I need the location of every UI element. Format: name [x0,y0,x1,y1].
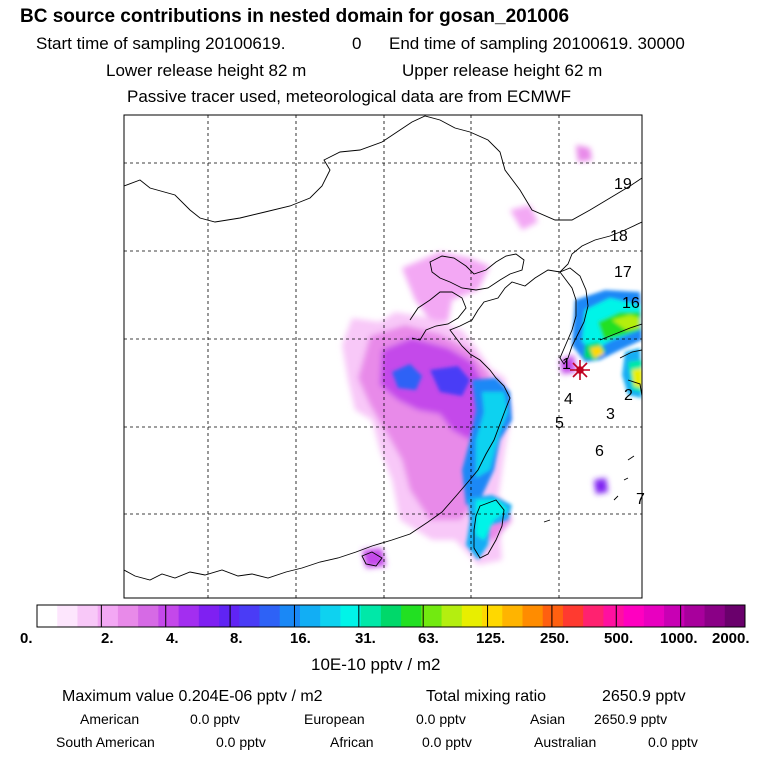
total-mixing-label: Total mixing ratio [426,688,547,705]
colorbar-cell [77,605,99,627]
receptor-star-icon [570,360,590,380]
colorbar-cell [117,605,139,627]
colorbar-tick-7: 125. [476,630,506,647]
figure-title: BC source contributions in nested domain… [20,6,570,27]
source-name-asian: Asian [530,711,566,727]
colorbar-cell [562,605,584,627]
colorbar-tick-1: 2. [101,630,114,647]
colorbar-cell [401,605,422,627]
source-name-australian: Australian [534,734,597,750]
source-value-american: 0.0 pptv [190,711,240,727]
colorbar-cell [542,605,564,627]
colorbar-cell [97,605,119,627]
day-label-1: 1 [562,356,571,373]
colorbar-cell [219,605,240,627]
day-label-4: 4 [564,391,573,408]
colorbar-cell [178,605,200,627]
colorbar-cell [57,605,78,627]
colorbar-tick-4: 16. [290,630,311,647]
colorbar-cell [158,605,179,627]
source-name-american: American [80,711,140,727]
day-label-18: 18 [610,228,628,245]
day-label-7: 7 [636,491,645,508]
day-label-19: 19 [614,176,632,193]
total-mixing-value: 2650.9 pptv [602,688,686,705]
colorbar-tick-9: 500. [604,630,634,647]
colorbar-cell [461,605,483,627]
colorbar-cell [724,605,746,627]
colorbar-tick-0: 0. [20,630,33,647]
source-name-south-american: South American [56,734,155,750]
colorbar-cell [522,605,544,627]
colorbar-cell [482,605,503,627]
start-time-hour: 0 [352,34,362,53]
day-label-6: 6 [595,443,604,460]
colorbar-cell [279,605,301,627]
colorbar-cell [360,605,382,627]
colorbar-cell [380,605,402,627]
map-frame [123,114,643,599]
colorbar-cell [421,605,442,627]
colorbar-cell [704,605,726,627]
colorbar-tick-3: 8. [230,630,243,647]
colorbar-cell [684,605,705,627]
colorbar-cell [603,605,625,627]
colorbar-cell [340,605,362,627]
colorbar-cell [643,605,665,627]
colorbar-tick-11: 2000. [712,630,750,647]
colorbar-cell [198,605,220,627]
upper-release-height: Upper release height 62 m [402,61,603,80]
source-value-african: 0.0 pptv [422,734,472,750]
colorbar-cell [320,605,341,627]
colorbar-cell [259,605,281,627]
colorbar-tick-2: 4. [166,630,179,647]
colorbar-tick-6: 63. [418,630,439,647]
colorbar-cells [37,605,746,627]
colorbar-tick-10: 1000. [660,630,698,647]
colorbar-cell [664,605,685,627]
colorbar-tick-5: 31. [355,630,376,647]
lat-lon-grid [124,115,642,598]
lower-release-height: Lower release height 82 m [106,61,307,80]
colorbar-cell [583,605,604,627]
colorbar-cell [441,605,463,627]
day-label-5: 5 [555,415,564,432]
day-label-2: 2 [624,387,633,404]
source-name-african: African [330,734,374,750]
source-name-european: European [304,711,365,727]
source-value-european: 0.0 pptv [416,711,466,727]
coastlines [124,115,642,581]
day-label-3: 3 [606,406,615,423]
colorbar-frame [36,604,746,628]
day-label-17: 17 [614,264,632,281]
colorbar-cell [623,605,645,627]
max-value-label: Maximum value 0.204E-06 pptv / m2 [62,688,323,705]
day-label-16: 16 [622,295,640,312]
colorbar-tick-8: 250. [540,630,570,647]
source-value-asian: 2650.9 pptv [594,711,668,727]
colorbar-cell [239,605,260,627]
colorbar-cell [138,605,159,627]
start-time-label: Start time of sampling 20100619. [36,34,286,53]
source-value-australian: 0.0 pptv [648,734,698,750]
source-value-south-american: 0.0 pptv [216,734,266,750]
end-time-label: End time of sampling 20100619. 30000 [389,34,685,53]
colorbar-cell [37,605,58,627]
colorbar-cell [299,605,321,627]
colorbar-cell [502,605,523,627]
colorbar-unit-label: 10E-10 pptv / m2 [311,655,441,674]
plume-mid-layer [392,290,642,560]
tracer-note: Passive tracer used, meteorological data… [127,87,572,106]
